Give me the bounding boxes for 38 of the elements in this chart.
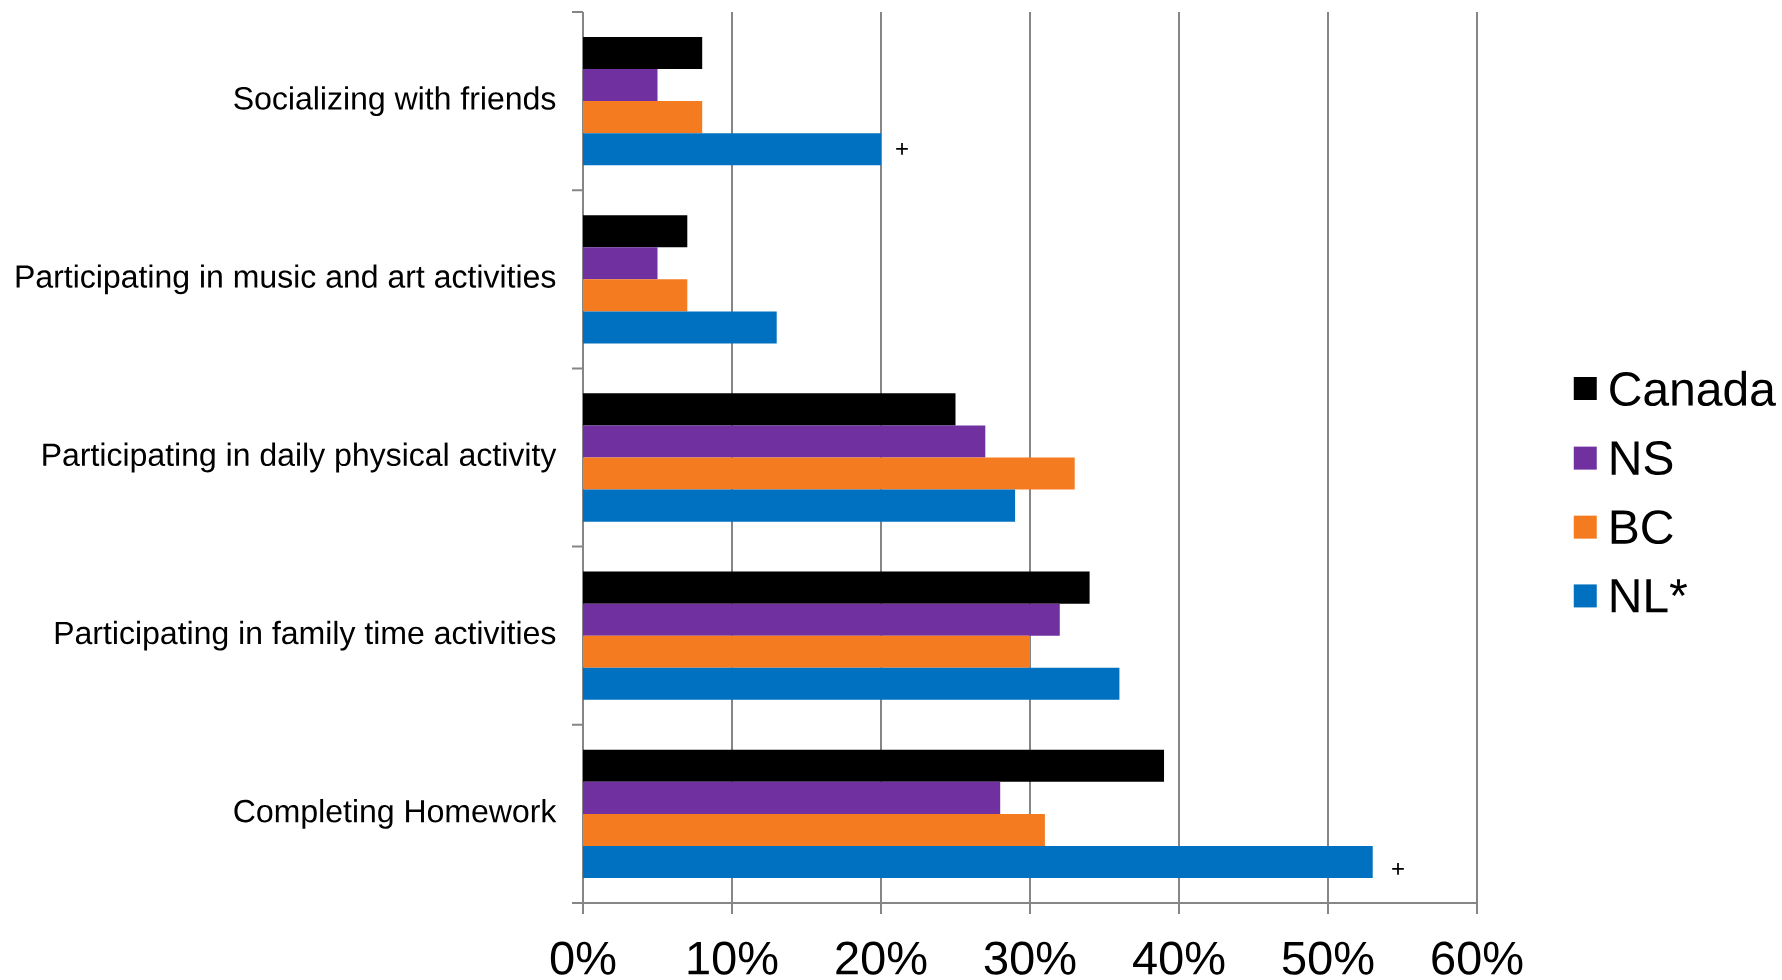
legend-label: NL* [1611, 579, 1688, 613]
bar [583, 36, 703, 70]
legend-label: BC [1611, 510, 1673, 545]
x-tick-label: 10% [688, 941, 778, 975]
bar [583, 393, 956, 426]
bar [583, 845, 1373, 879]
bar [583, 101, 703, 134]
legend-label: NS [1611, 441, 1673, 476]
bar [583, 311, 777, 344]
y-tick-label: Participating in family time activities [55, 620, 556, 651]
bar [583, 667, 1120, 700]
y-tick-label: Completing Homework [234, 799, 557, 829]
bar [583, 279, 688, 312]
y-tick-label: Participating in daily physical activity [43, 442, 557, 473]
y-tick-label: Socializing with friends [234, 86, 556, 117]
x-tick-label: 20% [836, 941, 927, 975]
x-tick-label: 40% [1133, 941, 1225, 975]
annotation: + [896, 143, 908, 155]
annotation: + [1392, 863, 1404, 875]
bar [583, 489, 1016, 522]
bar [583, 813, 1045, 846]
x-tick-label: 60% [1432, 941, 1523, 975]
y-tick-label: Participating in music and art activities [16, 264, 556, 295]
bar [583, 603, 1060, 636]
bar [583, 425, 986, 458]
bar [583, 69, 658, 102]
bar [583, 215, 688, 248]
bar [583, 457, 1075, 490]
bar [583, 571, 1090, 604]
x-tick-label: 30% [984, 941, 1076, 975]
bar [583, 133, 881, 166]
legend-label: Canada [1610, 370, 1776, 407]
x-tick-label: 0% [550, 941, 616, 975]
bar [583, 247, 658, 280]
bar [583, 781, 1001, 814]
bar [583, 635, 1031, 668]
bar [583, 749, 1165, 782]
x-tick-label: 50% [1282, 941, 1374, 975]
